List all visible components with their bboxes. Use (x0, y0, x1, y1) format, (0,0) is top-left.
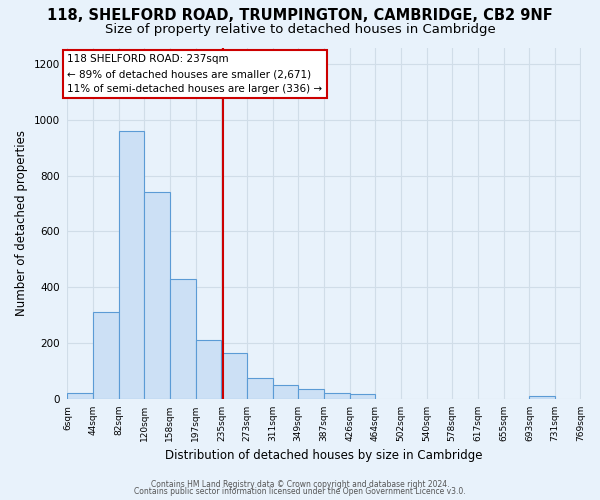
Text: Size of property relative to detached houses in Cambridge: Size of property relative to detached ho… (104, 22, 496, 36)
Bar (298, 389, 323, 398)
Bar (67, 393, 93, 398)
Text: 118, SHELFORD ROAD, TRUMPINGTON, CAMBRIDGE, CB2 9NF: 118, SHELFORD ROAD, TRUMPINGTON, CAMBRID… (47, 8, 553, 22)
Bar (144, 192, 170, 398)
Bar (272, 385, 298, 398)
Bar (529, 396, 555, 398)
Bar (221, 352, 247, 399)
Bar (119, 131, 144, 398)
Bar (170, 278, 196, 398)
Bar (323, 393, 350, 398)
Text: 118 SHELFORD ROAD: 237sqm
← 89% of detached houses are smaller (2,671)
11% of se: 118 SHELFORD ROAD: 237sqm ← 89% of detac… (67, 54, 323, 94)
Y-axis label: Number of detached properties: Number of detached properties (15, 130, 28, 316)
Text: Contains public sector information licensed under the Open Government Licence v3: Contains public sector information licen… (134, 488, 466, 496)
Bar (93, 312, 119, 398)
Bar (350, 394, 376, 398)
Bar (247, 378, 272, 398)
Text: Contains HM Land Registry data © Crown copyright and database right 2024.: Contains HM Land Registry data © Crown c… (151, 480, 449, 489)
X-axis label: Distribution of detached houses by size in Cambridge: Distribution of detached houses by size … (165, 450, 483, 462)
Bar (196, 340, 221, 398)
